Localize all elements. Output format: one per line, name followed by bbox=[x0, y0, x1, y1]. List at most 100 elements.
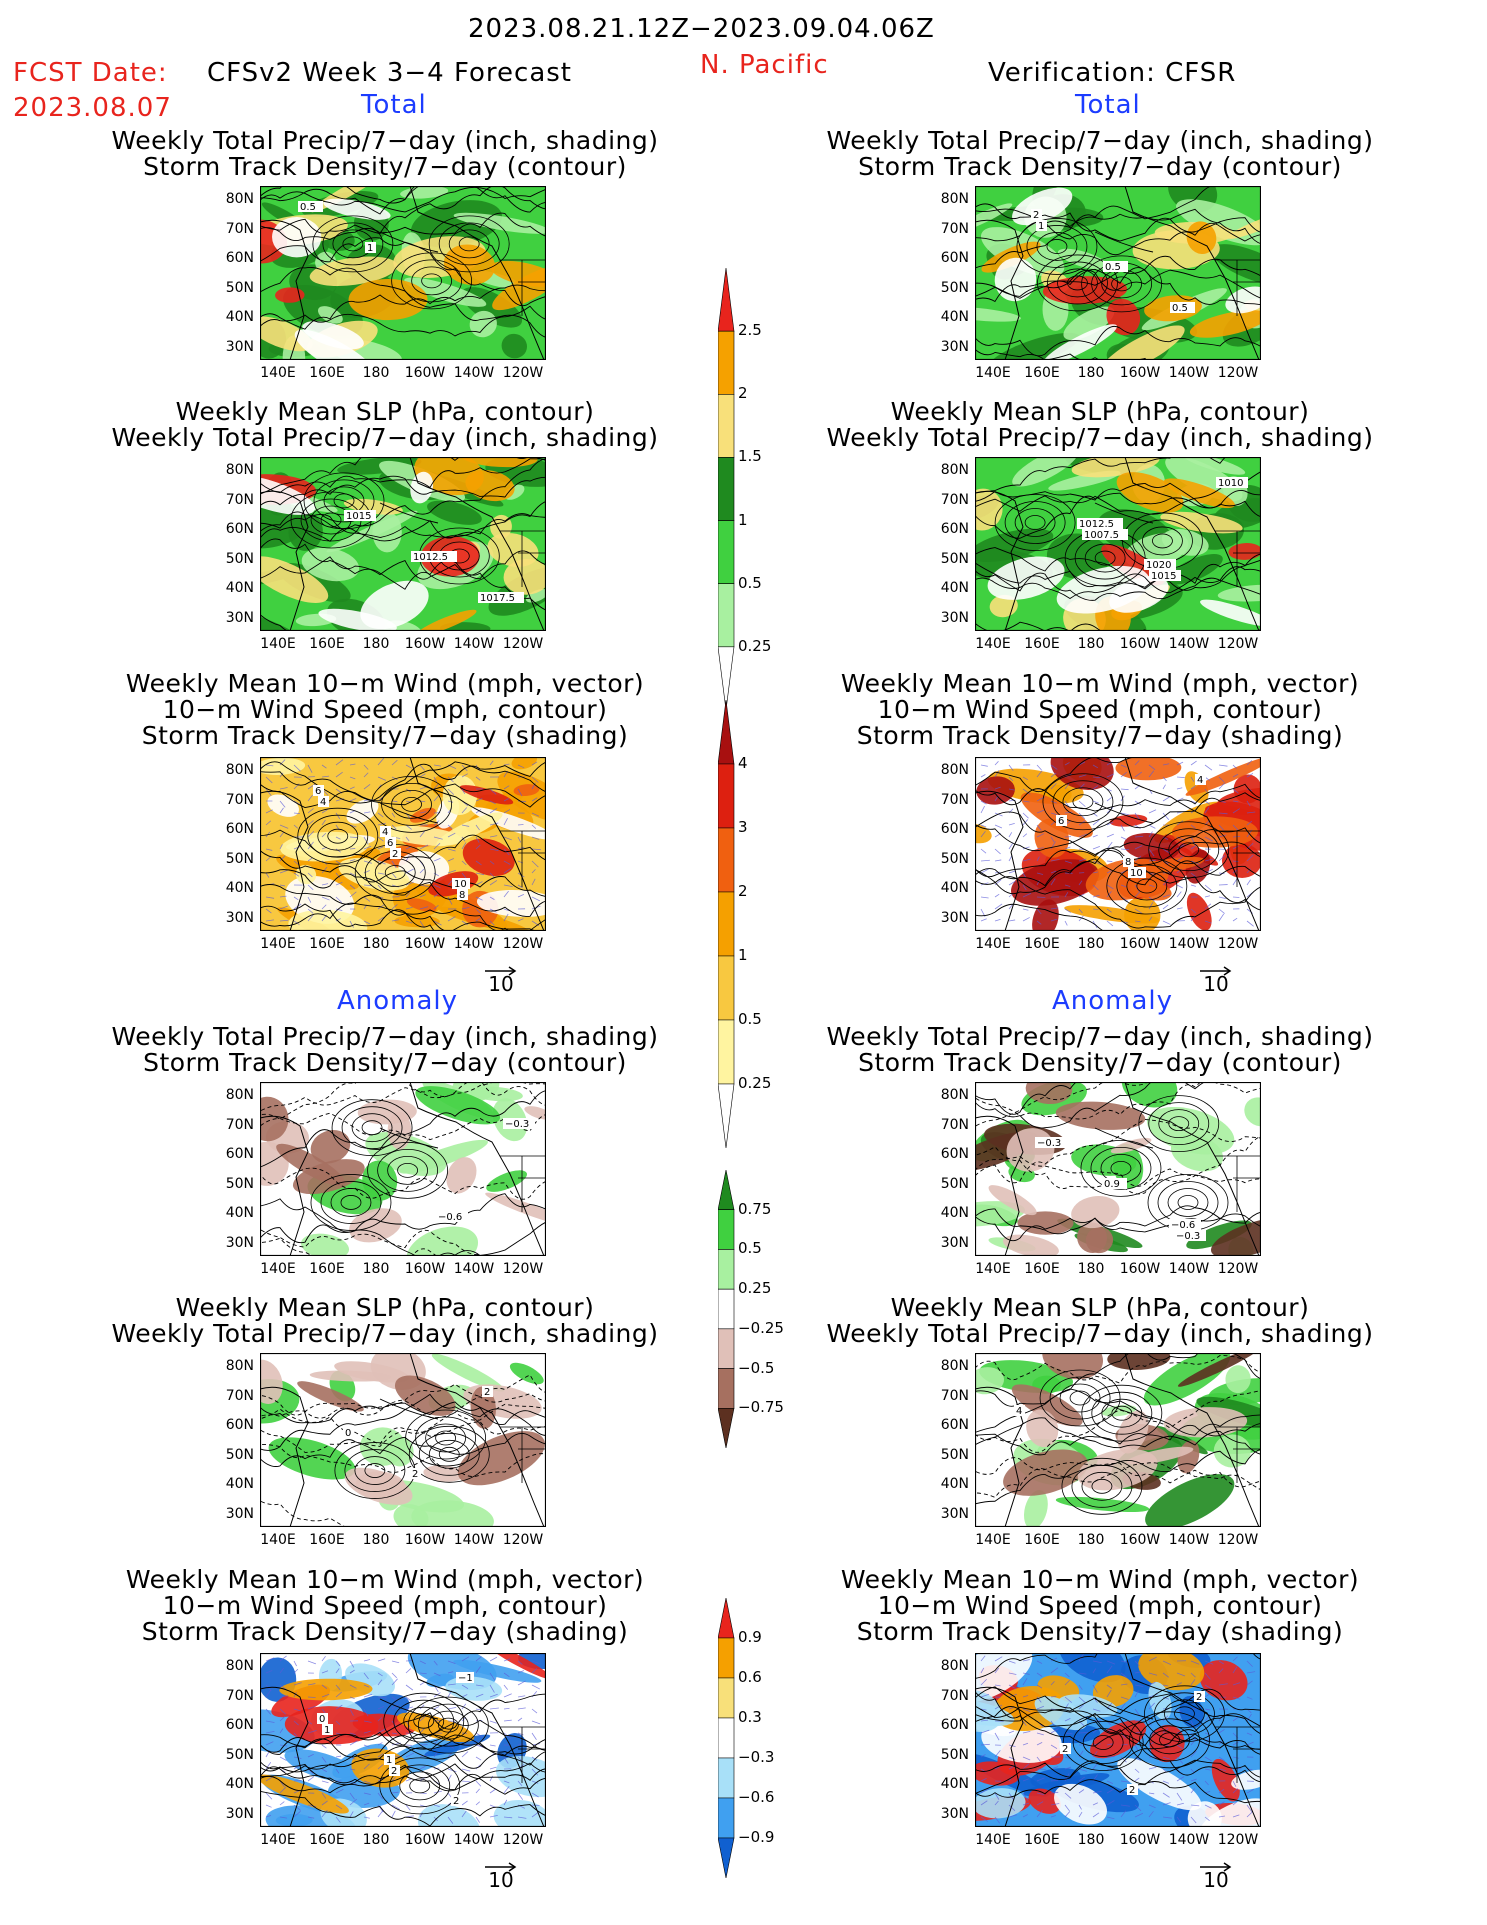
section-total-right: Total bbox=[1075, 90, 1141, 120]
reference-vector-label: 10 bbox=[488, 1868, 514, 1892]
colorbar-segment bbox=[717, 1757, 735, 1799]
lon-tick-label: 180 bbox=[1077, 1832, 1105, 1848]
lon-tick-label: 140W bbox=[453, 1261, 495, 1277]
contour-label-bg bbox=[343, 1427, 354, 1438]
fcst-date: 2023.08.07 bbox=[13, 93, 172, 123]
lat-tick-label: 40N bbox=[225, 1205, 254, 1221]
contour-label-bg bbox=[1014, 1405, 1025, 1416]
lon-tick-label: 140W bbox=[1168, 1261, 1210, 1277]
lat-tick-label: 70N bbox=[225, 791, 254, 808]
map-field: 1007.5 1015 1010 1012.5 1020 bbox=[974, 456, 1262, 632]
lat-tick-label: 40N bbox=[940, 309, 969, 325]
colorbar-segment bbox=[717, 1717, 735, 1759]
colorbar-label: −0.75 bbox=[738, 1398, 784, 1417]
contour-label: 4 bbox=[1016, 1406, 1022, 1417]
contour-label: 2 bbox=[453, 1796, 459, 1807]
contour-label: 0.9 bbox=[1104, 1179, 1120, 1190]
contour-label: 1 bbox=[1038, 221, 1044, 232]
lat-tick-label: 70N bbox=[940, 791, 969, 808]
lon-tick-label: 180 bbox=[362, 1532, 390, 1548]
contour-label-bg bbox=[410, 1468, 421, 1479]
contour-label: 8 bbox=[1125, 857, 1131, 868]
lat-tick-label: 50N bbox=[940, 1175, 969, 1192]
colorbar-segment bbox=[717, 457, 735, 521]
lon-tick-label: 120W bbox=[502, 365, 544, 381]
lon-tick-label: 180 bbox=[362, 636, 390, 652]
colorbar-label: 1 bbox=[738, 510, 748, 529]
lon-tick-label: 180 bbox=[1077, 636, 1105, 652]
contour-label: 0 bbox=[345, 1428, 351, 1439]
lat-tick-label: 50N bbox=[940, 550, 969, 567]
contour-label-bg bbox=[1102, 1178, 1127, 1189]
map-field: −0.6 −0.3 bbox=[259, 1081, 547, 1257]
contour-label-bg bbox=[298, 201, 323, 212]
panel-title-l3: Weekly Mean 10−m Wind (mph, vector) 10−m … bbox=[125, 669, 645, 750]
colorbar-gradient bbox=[717, 1597, 735, 1879]
contour-label: 10 bbox=[454, 879, 467, 890]
lat-tick-label: 50N bbox=[225, 550, 254, 567]
lat-tick-label: 60N bbox=[225, 1417, 254, 1433]
lat-tick-label: 40N bbox=[940, 580, 969, 596]
lat-tick-label: 40N bbox=[225, 1476, 254, 1492]
contour-label-bg bbox=[1060, 1743, 1071, 1754]
contour-label-bg bbox=[1103, 261, 1128, 272]
lon-tick-label: 120W bbox=[1217, 1832, 1259, 1848]
contour-label-bg bbox=[390, 848, 401, 859]
region-title: N. Pacific bbox=[700, 50, 829, 80]
lon-tick-label: 120W bbox=[1217, 1261, 1259, 1277]
section-anomaly-right: Anomaly bbox=[1052, 986, 1174, 1016]
lat-tick-label: 50N bbox=[225, 1175, 254, 1192]
contour-label: 4 bbox=[320, 797, 326, 808]
lon-tick-label: 140W bbox=[453, 365, 495, 381]
lon-tick-label: 140E bbox=[975, 1832, 1011, 1848]
colorbar-segment bbox=[717, 1677, 735, 1719]
map-field: 1 0.5 0.5 2 bbox=[974, 185, 1262, 361]
reference-vector-label: 10 bbox=[1203, 1868, 1229, 1892]
contour-label-bg bbox=[1123, 856, 1134, 867]
lon-tick-label: 160E bbox=[1024, 1832, 1060, 1848]
lon-tick-label: 140W bbox=[1168, 1832, 1210, 1848]
panel-title-r4: Weekly Total Precip/7−day (inch, shading… bbox=[826, 1022, 1374, 1077]
lat-tick-label: 60N bbox=[225, 250, 254, 266]
lat-tick-label: 30N bbox=[225, 909, 254, 926]
contour-label-bg bbox=[317, 1713, 328, 1724]
contour-label-bg bbox=[344, 510, 376, 521]
contour-label-bg bbox=[1216, 477, 1248, 488]
lat-tick-label: 70N bbox=[940, 220, 969, 237]
panel-title-r5: Weekly Mean SLP (hPa, contour) Weekly Tot… bbox=[826, 1293, 1374, 1348]
lat-tick-label: 70N bbox=[940, 1687, 969, 1704]
lon-tick-label: 140E bbox=[260, 636, 296, 652]
colorbar-label: −0.9 bbox=[738, 1828, 775, 1846]
contour-label: 0.5 bbox=[1172, 303, 1188, 314]
colorbar-segment bbox=[717, 1637, 735, 1679]
colorbar-segment bbox=[717, 1249, 735, 1290]
contour-label: −1 bbox=[458, 1673, 473, 1684]
panel-title-l5: Weekly Mean SLP (hPa, contour) Weekly Tot… bbox=[111, 1293, 659, 1348]
map-panel-l4: −0.6 −0.3 80N 70N 60N 50N 40N 30N 140E 160E 180 160… bbox=[226, 1081, 547, 1276]
contour-label: −0.3 bbox=[505, 1119, 529, 1130]
lat-tick-label: 30N bbox=[225, 1505, 254, 1522]
contour-label: 2 bbox=[1196, 1692, 1202, 1703]
contour-label-bg bbox=[1082, 529, 1128, 540]
lon-tick-label: 160E bbox=[309, 636, 345, 652]
contour-label-bg bbox=[451, 1795, 462, 1806]
map-panel-r5: 4 80N 70N 60N 50N 40N 30N 140E 160E 180 160W 140W 12… bbox=[941, 1352, 1262, 1547]
colorbar-track-total: 4 3 2 1 0.5 0.25 bbox=[717, 699, 798, 1149]
colorbar-label: 0.9 bbox=[738, 1628, 762, 1646]
lon-tick-label: 160W bbox=[404, 636, 446, 652]
lon-tick-label: 140E bbox=[975, 1532, 1011, 1548]
lat-tick-label: 50N bbox=[225, 850, 254, 867]
fcst-date-label: FCST Date: bbox=[13, 58, 168, 88]
colorbar-label: −0.25 bbox=[738, 1318, 784, 1337]
contour-label-bg bbox=[1194, 1691, 1205, 1702]
contour-label: 4 bbox=[1197, 775, 1203, 786]
colorbar-segment bbox=[717, 955, 735, 1021]
lat-tick-label: 60N bbox=[940, 250, 969, 266]
panel-title-l4: Weekly Total Precip/7−day (inch, shading… bbox=[111, 1022, 659, 1077]
map-panel-r2: 1007.5 1015 1010 1012.5 1020 80N 70N 60N 50N 40N 3… bbox=[941, 456, 1262, 651]
contour-label: 6 bbox=[1058, 816, 1064, 827]
lon-tick-label: 140E bbox=[975, 1261, 1011, 1277]
contour-label: 1 bbox=[324, 1725, 330, 1736]
lat-tick-label: 40N bbox=[940, 1205, 969, 1221]
